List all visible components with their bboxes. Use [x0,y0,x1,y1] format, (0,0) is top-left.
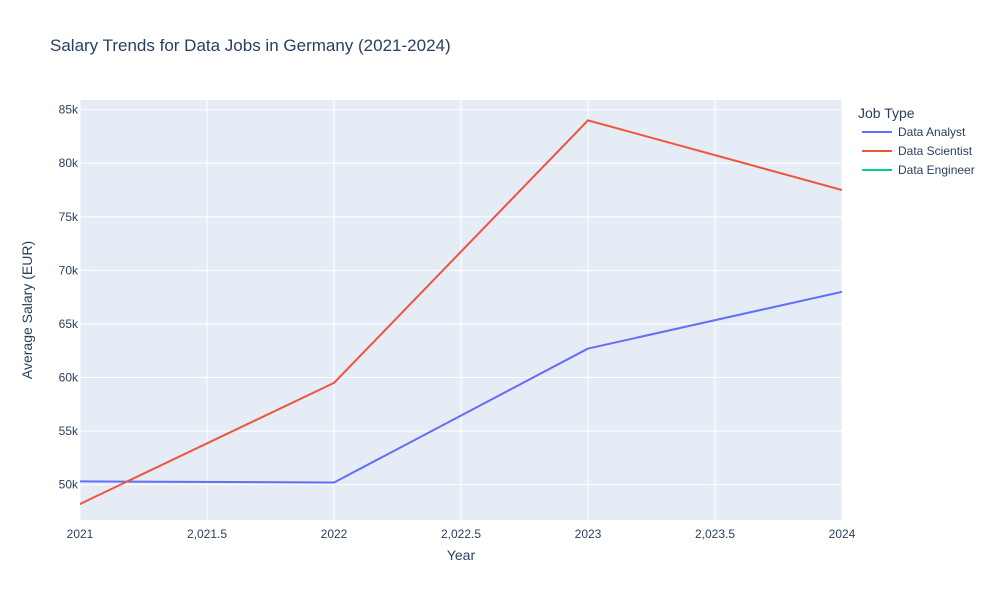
series-lines [80,119,842,505]
y-tick-label: 85k [59,103,79,117]
y-tick-label: 70k [59,263,79,277]
legend-label-data-scientist: Data Scientist [898,144,973,158]
y-tick-label: 65k [59,317,79,331]
series-line-data-scientist [80,119,842,505]
x-axis-ticks: 2021 2,021.5 2022 2,022.5 2023 2,023.5 2024 [67,527,856,541]
x-tick-label: 2,021.5 [187,527,227,541]
legend: Job Type Data Analyst Data Scientist Data … [858,105,975,177]
x-tick-label: 2023 [575,527,602,541]
y-tick-label: 55k [59,424,79,438]
x-tick-label: 2024 [829,527,856,541]
y-tick-label: 75k [59,210,79,224]
legend-label-data-engineer: Data Engineer [898,163,975,177]
x-tick-label: 2022 [321,527,348,541]
x-tick-label: 2,022.5 [441,527,481,541]
y-tick-label: 80k [59,156,79,170]
x-axis-title: Year [447,547,476,563]
legend-label-data-analyst: Data Analyst [898,125,966,139]
y-tick-label: 50k [59,478,79,492]
x-tick-label: 2,023.5 [695,527,735,541]
y-tick-label: 60k [59,371,79,385]
y-axis-title: Average Salary (EUR) [19,241,35,379]
y-axis-ticks: 50k 55k 60k 65k 70k 75k 80k 85k [59,103,79,492]
x-tick-label: 2021 [67,527,94,541]
legend-title: Job Type [858,105,915,121]
chart-title: Salary Trends for Data Jobs in Germany (… [50,36,451,55]
x-gridlines [79,100,843,520]
series-line-data-analyst [80,290,842,484]
